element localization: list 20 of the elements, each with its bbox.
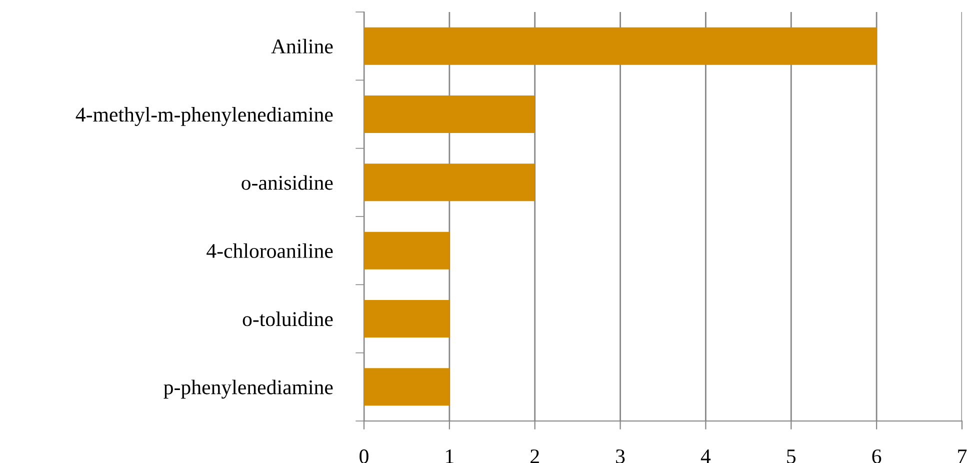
x-tick-label: 3: [616, 449, 625, 463]
bar: [364, 368, 450, 406]
y-tick-label: p-phenylenediamine: [164, 380, 333, 399]
y-tick-label: o-anisidine: [242, 175, 333, 190]
x-tick-label: 0: [360, 449, 368, 463]
bar: [364, 27, 877, 65]
x-tick-label: 1: [446, 449, 454, 463]
bar: [364, 164, 535, 202]
y-tick-label: Aniline: [271, 38, 333, 54]
x-tick-label: 5: [787, 450, 796, 463]
bar: [364, 300, 450, 338]
x-tick-label: 2: [530, 449, 539, 463]
bar: [364, 232, 450, 270]
y-tick-label: 4-methyl-m-phenylenediamine: [76, 107, 333, 126]
y-tick-label: o-toluidine: [242, 312, 333, 326]
x-tick-label: 6: [872, 449, 882, 463]
x-tick-label: 7: [958, 450, 967, 463]
y-tick-label: 4-chloroaniline: [206, 243, 333, 258]
x-tick-label: 4: [700, 450, 711, 463]
bar: [364, 96, 535, 133]
